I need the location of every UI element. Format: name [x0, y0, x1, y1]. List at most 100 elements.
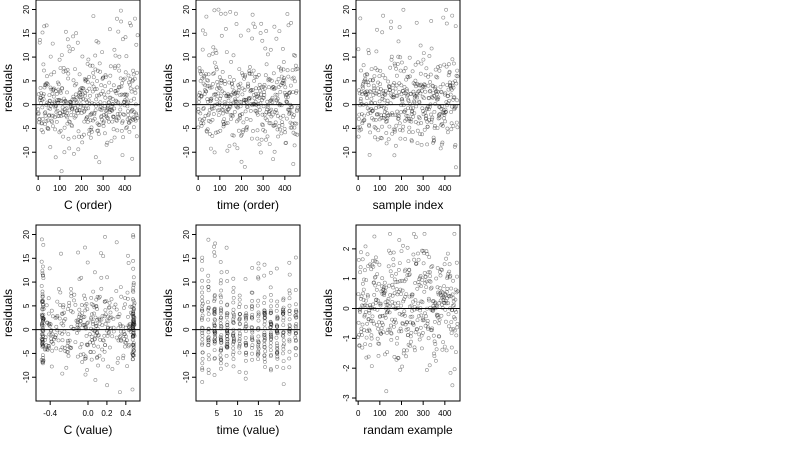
data-point — [365, 329, 370, 334]
data-point — [48, 333, 53, 338]
data-point — [84, 115, 89, 120]
data-point — [90, 89, 95, 94]
data-point — [360, 121, 365, 126]
data-point — [46, 296, 51, 301]
data-point — [371, 280, 376, 285]
data-point — [128, 23, 133, 28]
data-point — [78, 352, 83, 357]
data-point — [200, 313, 205, 318]
data-point — [81, 323, 85, 328]
data-point — [274, 323, 279, 328]
data-point — [446, 293, 451, 298]
data-point — [287, 349, 292, 354]
data-point — [131, 342, 136, 347]
x-tick-label: 300 — [416, 409, 430, 418]
data-point — [440, 140, 445, 145]
x-tick-label: 400 — [118, 184, 132, 193]
data-point — [416, 60, 420, 65]
data-point — [398, 55, 403, 60]
data-point — [438, 298, 443, 303]
data-point — [119, 19, 124, 24]
data-point — [406, 106, 410, 111]
data-point — [294, 313, 299, 318]
data-point — [36, 111, 41, 115]
data-point — [279, 103, 284, 108]
data-point — [225, 148, 230, 153]
data-point — [231, 290, 236, 294]
data-point — [442, 116, 446, 121]
data-point — [99, 275, 104, 280]
data-point — [290, 105, 294, 110]
data-point — [98, 69, 103, 74]
data-point — [224, 345, 229, 350]
data-point — [414, 261, 419, 266]
data-point — [401, 89, 405, 93]
data-point — [225, 336, 230, 341]
data-point — [101, 357, 106, 362]
data-point — [107, 300, 112, 305]
data-point — [237, 317, 242, 322]
data-point — [266, 78, 271, 83]
data-point — [113, 66, 117, 71]
data-point — [268, 121, 273, 126]
data-point — [357, 125, 362, 130]
x-tick-label: 200 — [75, 184, 89, 193]
data-point — [446, 324, 451, 329]
data-point — [242, 88, 247, 92]
data-point — [82, 119, 87, 124]
data-point — [228, 105, 233, 109]
data-point — [84, 333, 89, 338]
x-tick-label: 0.0 — [82, 409, 94, 418]
data-point — [243, 313, 248, 318]
data-point — [368, 111, 373, 115]
data-point — [94, 324, 99, 329]
data-point — [202, 88, 207, 92]
data-point — [263, 336, 268, 341]
data-point — [231, 352, 235, 357]
data-point — [421, 249, 426, 253]
data-point — [119, 8, 123, 13]
data-point — [197, 117, 202, 122]
data-point — [376, 353, 381, 358]
data-point — [67, 345, 72, 350]
data-point — [281, 311, 286, 316]
data-point — [128, 119, 133, 124]
data-point — [408, 320, 413, 325]
data-point — [370, 108, 375, 113]
data-point — [250, 298, 255, 303]
data-point — [75, 330, 79, 335]
data-point — [250, 36, 255, 41]
plot-frame — [355, 0, 461, 177]
data-point — [134, 134, 139, 139]
data-point — [236, 105, 240, 110]
data-point — [65, 343, 70, 348]
data-point — [250, 328, 255, 333]
data-point — [59, 90, 63, 95]
data-point — [77, 323, 82, 328]
data-point — [399, 329, 404, 334]
data-point — [51, 87, 56, 92]
data-point — [242, 76, 247, 81]
data-point — [96, 363, 101, 368]
data-point — [291, 162, 296, 166]
data-point — [453, 79, 458, 84]
data-point — [131, 315, 136, 320]
data-point — [413, 330, 418, 335]
data-point — [430, 94, 435, 99]
data-point — [275, 324, 280, 329]
data-point — [89, 295, 94, 300]
data-point — [393, 113, 398, 118]
data-point — [392, 291, 397, 296]
data-point — [97, 318, 102, 322]
data-point — [232, 312, 236, 317]
data-point — [67, 300, 72, 305]
data-point — [41, 307, 46, 311]
data-point — [114, 335, 119, 340]
data-point — [421, 318, 426, 323]
data-point — [85, 99, 89, 104]
data-point — [205, 78, 210, 83]
data-point — [445, 296, 449, 301]
data-point — [414, 91, 419, 96]
data-point — [228, 94, 232, 99]
